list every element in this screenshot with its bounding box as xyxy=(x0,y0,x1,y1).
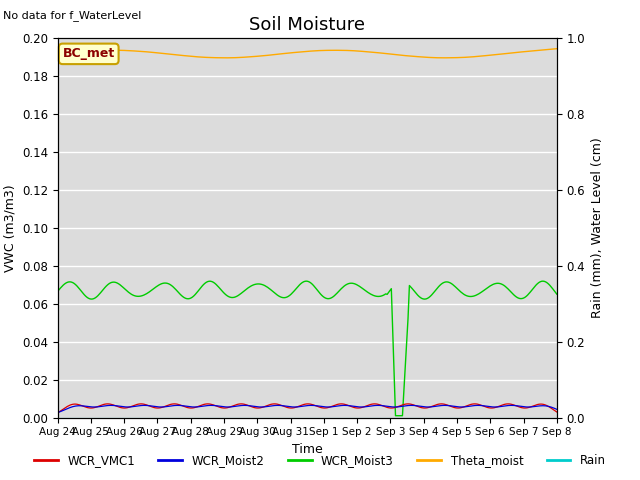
Title: Soil Moisture: Soil Moisture xyxy=(249,16,365,34)
Y-axis label: VWC (m3/m3): VWC (m3/m3) xyxy=(3,184,16,272)
Legend: WCR_VMC1, WCR_Moist2, WCR_Moist3, Theta_moist, Rain: WCR_VMC1, WCR_Moist2, WCR_Moist3, Theta_… xyxy=(29,449,611,472)
Text: No data for f_WaterLevel: No data for f_WaterLevel xyxy=(3,10,141,21)
Text: BC_met: BC_met xyxy=(63,48,115,60)
Y-axis label: Rain (mm), Water Level (cm): Rain (mm), Water Level (cm) xyxy=(591,138,604,318)
X-axis label: Time: Time xyxy=(292,443,323,456)
